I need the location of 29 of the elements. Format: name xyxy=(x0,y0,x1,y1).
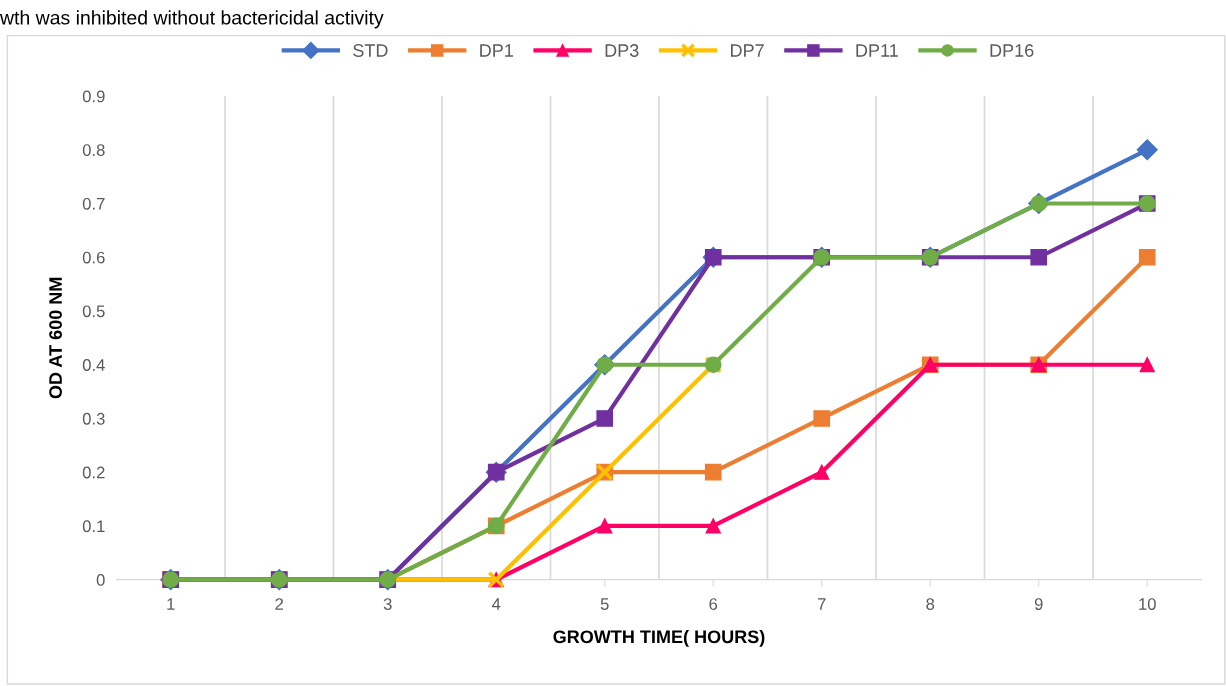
y-tick-label: 0.8 xyxy=(82,144,105,156)
legend-label: DP3 xyxy=(605,44,639,57)
x-tick-label: 5 xyxy=(600,598,609,610)
legend-label: DP7 xyxy=(731,44,764,57)
x-tick-label: 1 xyxy=(167,598,175,610)
y-tick-label: 0.6 xyxy=(82,251,105,264)
legend-label: STD xyxy=(353,44,388,57)
y-tick-label: 0.7 xyxy=(82,197,105,210)
legend-label: DP16 xyxy=(990,44,1034,57)
x-tick-label: 10 xyxy=(1139,598,1156,610)
y-tick-label: 0 xyxy=(96,574,105,586)
x-tick-label: 2 xyxy=(275,598,284,610)
y-tick-label: 0.2 xyxy=(82,466,105,479)
legend-label: DP11 xyxy=(856,44,898,57)
legend-label: DP1 xyxy=(480,44,513,57)
x-tick-label: 4 xyxy=(491,598,501,610)
text: wth was inhibited without bactericidal activity xyxy=(0,10,384,29)
x-tick-label: 3 xyxy=(383,598,392,610)
y-tick-label: 0.9 xyxy=(82,90,105,103)
x-tick-label: 8 xyxy=(926,598,935,610)
y-tick-label: 0.1 xyxy=(82,520,105,533)
y-tick-label: 0.4 xyxy=(82,359,105,371)
x-tick-label: 9 xyxy=(1034,598,1043,610)
y-tick-label: 0.5 xyxy=(82,305,105,318)
x-axis-title: GROWTH TIME( HOURS) xyxy=(553,629,765,647)
y-axis-title: OD AT 600 NM xyxy=(49,277,62,399)
y-tick-label: 0.3 xyxy=(82,412,105,425)
x-tick-label: 7 xyxy=(817,598,826,610)
x-tick-label: 6 xyxy=(709,598,718,610)
